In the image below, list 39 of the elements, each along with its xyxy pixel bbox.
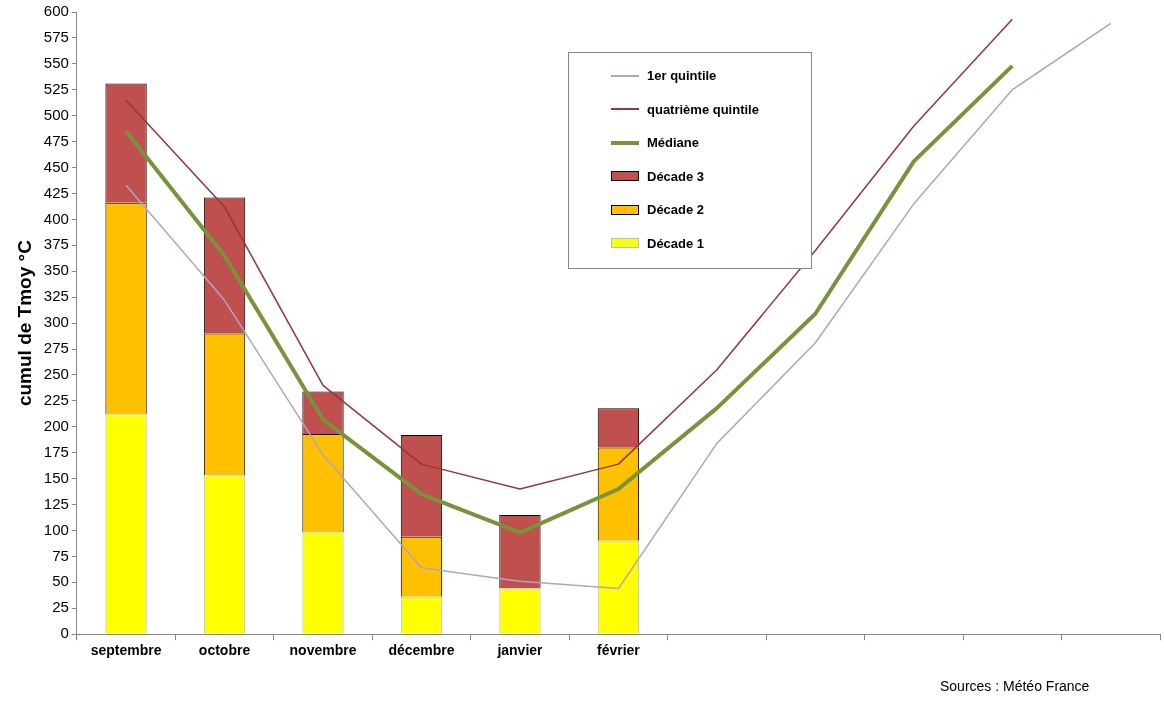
y-tick-label: 600 — [43, 2, 69, 20]
y-tick-label: 175 — [43, 442, 69, 460]
y-tick-label: 575 — [43, 28, 69, 46]
y-tick-label: 550 — [43, 53, 69, 71]
y-tick-label: 350 — [43, 261, 69, 279]
y-tick-label: 150 — [43, 468, 69, 486]
y-tick-label: 0 — [60, 624, 69, 642]
x-tick-label: janvier — [496, 642, 544, 659]
legend-label: Décade 3 — [647, 168, 705, 184]
y-tick-label: 200 — [43, 416, 69, 434]
y-tick-label: 375 — [43, 235, 69, 253]
y-tick-label: 125 — [43, 494, 69, 512]
y-axis-title: cumul de Tmoy °C — [13, 239, 35, 407]
legend-label: Décade 2 — [647, 202, 705, 218]
y-tick-label: 425 — [43, 183, 69, 201]
y-tick-label: 250 — [43, 365, 69, 383]
x-tick-label: novembre — [289, 642, 357, 659]
y-tick-label: 25 — [52, 598, 69, 616]
y-tick-label: 500 — [43, 105, 69, 123]
source-note: Sources : Météo France — [940, 678, 1090, 694]
x-tick-label: septembre — [90, 642, 162, 659]
legend-label: Décade 1 — [647, 235, 705, 251]
y-tick-label: 75 — [52, 546, 69, 564]
y-tick-label: 50 — [52, 572, 69, 590]
x-tick-label: février — [597, 642, 641, 659]
y-tick-label: 475 — [43, 131, 69, 149]
y-tick-label: 300 — [43, 313, 69, 331]
y-tick-label: 400 — [43, 209, 69, 227]
y-tick-label: 325 — [43, 287, 69, 305]
y-tick-label: 450 — [43, 157, 69, 175]
y-tick-label: 525 — [43, 79, 69, 97]
legend-label: Médiane — [647, 135, 700, 151]
x-tick-label: décembre — [388, 642, 455, 659]
x-tick-label: octobre — [198, 642, 251, 659]
y-tick-label: 275 — [43, 339, 69, 357]
y-tick-label: 225 — [43, 391, 69, 409]
y-tick-label: 100 — [43, 520, 69, 538]
legend-label: 1er quintile — [647, 68, 717, 84]
legend-label: quatrième quintile — [647, 101, 759, 117]
